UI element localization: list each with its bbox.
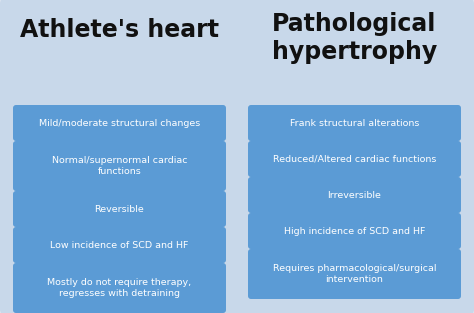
Text: Reduced/Altered cardiac functions: Reduced/Altered cardiac functions: [273, 155, 436, 163]
Text: Athlete's heart: Athlete's heart: [20, 18, 219, 42]
Text: Frank structural alterations: Frank structural alterations: [290, 119, 419, 127]
Text: Irreversible: Irreversible: [328, 191, 382, 199]
FancyBboxPatch shape: [13, 141, 226, 191]
FancyBboxPatch shape: [13, 105, 226, 141]
FancyBboxPatch shape: [248, 141, 461, 177]
FancyBboxPatch shape: [13, 263, 226, 313]
FancyBboxPatch shape: [0, 0, 239, 313]
Text: Normal/supernormal cardiac
functions: Normal/supernormal cardiac functions: [52, 156, 187, 176]
FancyBboxPatch shape: [248, 105, 461, 141]
FancyBboxPatch shape: [235, 0, 474, 313]
Text: Mild/moderate structural changes: Mild/moderate structural changes: [39, 119, 200, 127]
FancyBboxPatch shape: [13, 227, 226, 263]
Text: Low incidence of SCD and HF: Low incidence of SCD and HF: [50, 240, 189, 249]
Text: Reversible: Reversible: [95, 204, 145, 213]
Text: Mostly do not require therapy,
regresses with detraining: Mostly do not require therapy, regresses…: [47, 278, 191, 298]
Text: High incidence of SCD and HF: High incidence of SCD and HF: [284, 227, 425, 235]
FancyBboxPatch shape: [248, 213, 461, 249]
FancyBboxPatch shape: [248, 177, 461, 213]
FancyBboxPatch shape: [13, 191, 226, 227]
FancyBboxPatch shape: [248, 249, 461, 299]
Text: Requires pharmacological/surgical
intervention: Requires pharmacological/surgical interv…: [273, 264, 436, 284]
Text: Pathological
hypertrophy: Pathological hypertrophy: [272, 12, 437, 64]
